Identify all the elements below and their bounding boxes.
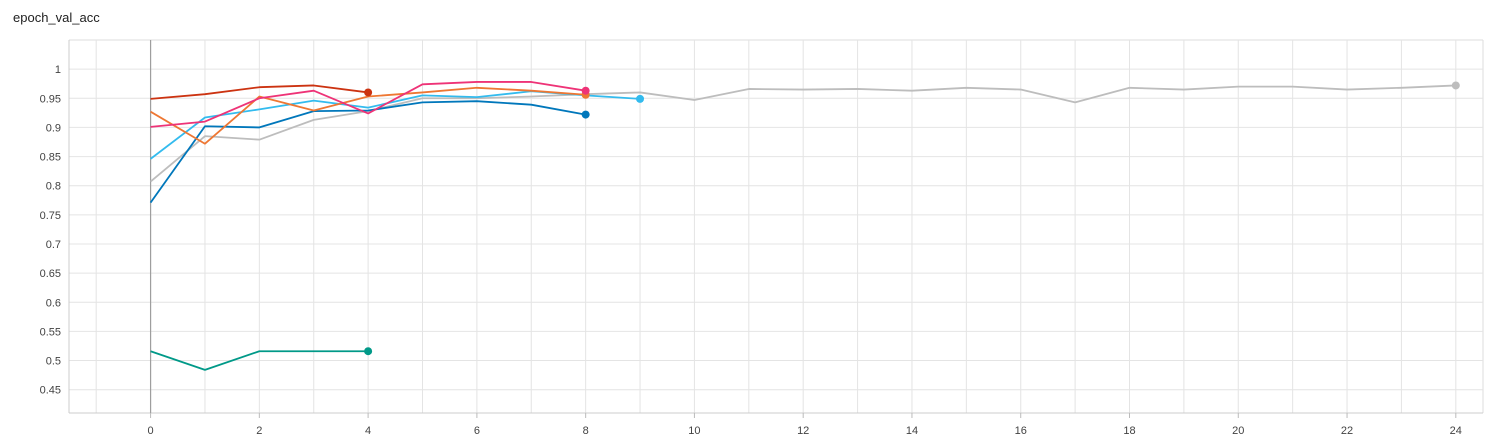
- y-tick-label: 0.6: [46, 297, 61, 309]
- series-0: [150, 81, 1460, 183]
- y-tick-label: 0.65: [40, 268, 61, 280]
- x-tick-label: 6: [474, 425, 480, 437]
- series-6: [150, 347, 373, 371]
- x-tick-label: 8: [583, 425, 589, 437]
- series-end-point[interactable]: [581, 110, 590, 119]
- series-5: [150, 84, 373, 100]
- y-tick-label: 1: [55, 64, 61, 76]
- y-tick-label: 0.45: [40, 385, 61, 397]
- y-tick-label: 0.5: [46, 356, 61, 368]
- x-tick-label: 14: [906, 425, 918, 437]
- x-tick-label: 10: [688, 425, 700, 437]
- series-group: [149, 81, 1460, 371]
- x-tick-label: 16: [1015, 425, 1027, 437]
- series-end-point[interactable]: [364, 347, 373, 356]
- x-tick-label: 2: [256, 425, 262, 437]
- x-tick-label: 20: [1232, 425, 1244, 437]
- y-tick-label: 0.8: [46, 181, 61, 193]
- series-line: [149, 100, 586, 204]
- series-end-point[interactable]: [1451, 81, 1460, 90]
- y-tick-label: 0.95: [40, 93, 61, 105]
- series-line: [150, 350, 369, 371]
- x-tick-label: 4: [365, 425, 371, 437]
- y-tick-label: 0.9: [46, 122, 61, 134]
- series-4: [150, 81, 590, 128]
- series-end-point[interactable]: [364, 88, 373, 97]
- series-line: [150, 84, 369, 100]
- y-tick-label: 0.75: [40, 210, 61, 222]
- series-end-point[interactable]: [636, 94, 645, 103]
- x-tick-label: 24: [1450, 425, 1462, 437]
- series-1: [149, 100, 590, 204]
- x-axis-ticks: 0 2 4 6 8 10 12 14 16 18 20 22 24: [148, 413, 1462, 437]
- x-tick-label: 0: [148, 425, 154, 437]
- x-tick-label: 18: [1123, 425, 1135, 437]
- x-tick-label: 22: [1341, 425, 1353, 437]
- series-line: [150, 90, 641, 160]
- series-2: [150, 90, 645, 160]
- series-line: [150, 81, 586, 128]
- series-end-point[interactable]: [581, 86, 590, 95]
- y-tick-label: 0.55: [40, 326, 61, 338]
- axes: [68, 40, 1483, 414]
- chart-title: epoch_val_acc: [13, 10, 100, 25]
- y-axis-ticks: 0.45 0.5 0.55 0.6 0.65 0.7 0.75 0.8 0.85 0.9 0.95 1: [40, 64, 61, 397]
- x-tick-label: 12: [797, 425, 809, 437]
- series-line: [150, 86, 586, 145]
- y-tick-label: 0.7: [46, 239, 61, 251]
- y-tick-label: 0.85: [40, 152, 61, 164]
